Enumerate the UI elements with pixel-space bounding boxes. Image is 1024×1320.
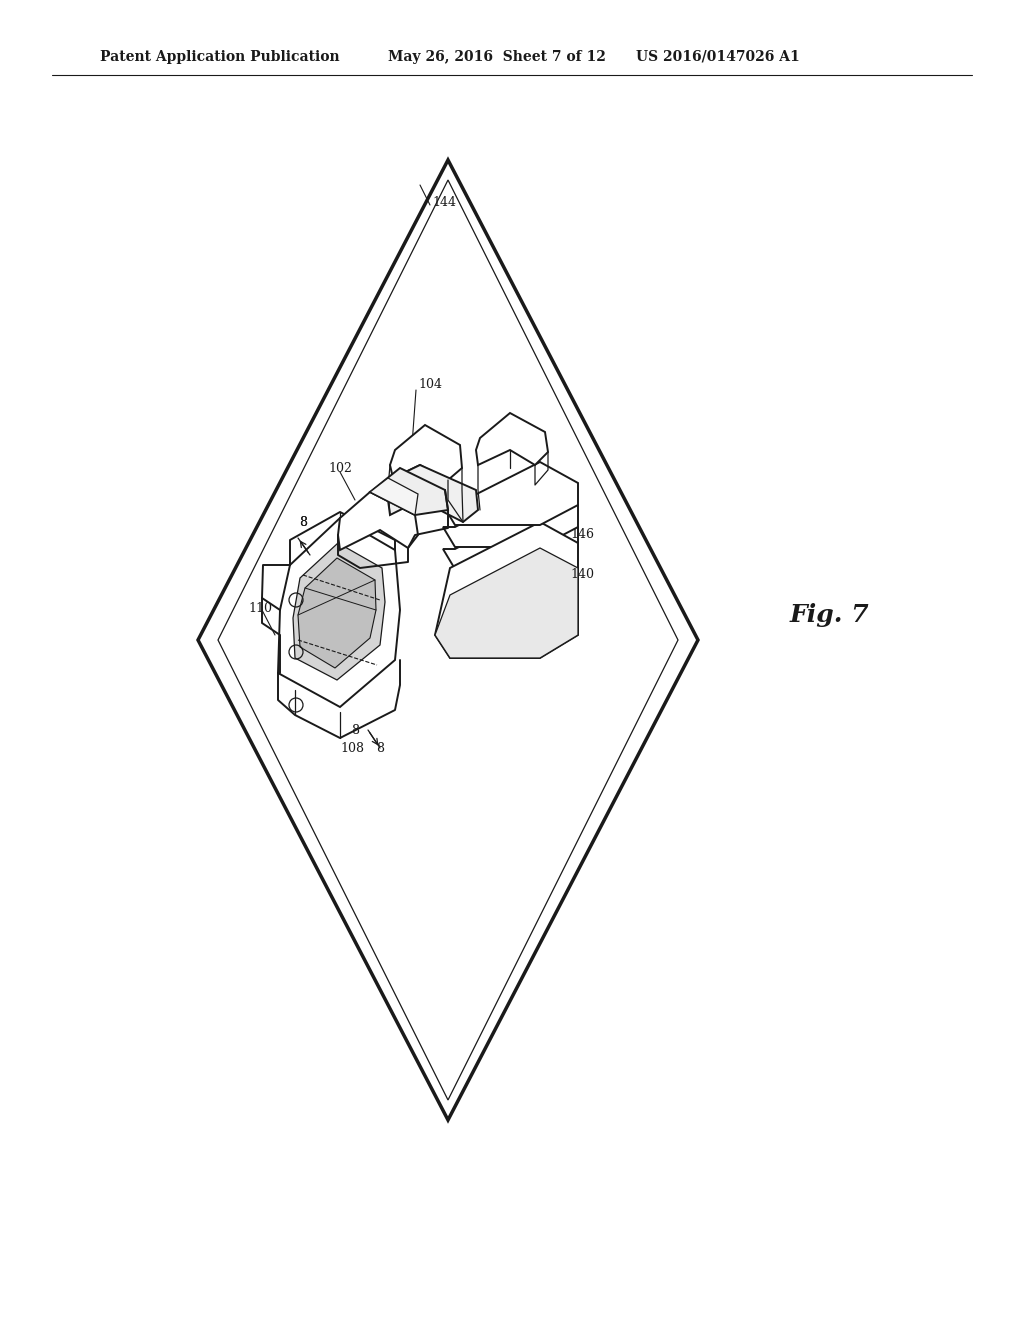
Text: 8: 8 <box>351 723 359 737</box>
Polygon shape <box>476 413 548 465</box>
Polygon shape <box>370 478 418 515</box>
Text: 108: 108 <box>340 742 364 755</box>
Polygon shape <box>298 558 376 668</box>
Text: Fig. 7: Fig. 7 <box>790 603 869 627</box>
Polygon shape <box>435 548 578 657</box>
Polygon shape <box>443 506 578 569</box>
Text: 144: 144 <box>432 195 456 209</box>
Polygon shape <box>338 492 418 550</box>
Text: 8: 8 <box>376 742 384 755</box>
Text: Patent Application Publication: Patent Application Publication <box>100 50 340 63</box>
Text: 110: 110 <box>248 602 272 615</box>
Text: 8: 8 <box>299 516 307 529</box>
Polygon shape <box>198 160 698 1119</box>
Polygon shape <box>218 180 678 1100</box>
Polygon shape <box>435 521 578 657</box>
Polygon shape <box>388 465 478 521</box>
Text: 102: 102 <box>328 462 352 474</box>
Text: May 26, 2016  Sheet 7 of 12: May 26, 2016 Sheet 7 of 12 <box>388 50 606 63</box>
Text: 8: 8 <box>299 516 307 529</box>
Text: 104: 104 <box>418 379 442 392</box>
Polygon shape <box>443 484 578 546</box>
Polygon shape <box>278 517 400 708</box>
Polygon shape <box>370 469 449 515</box>
Text: 146: 146 <box>570 528 594 541</box>
Text: 140: 140 <box>570 569 594 582</box>
Polygon shape <box>293 543 385 680</box>
Text: US 2016/0147026 A1: US 2016/0147026 A1 <box>636 50 800 63</box>
Polygon shape <box>390 425 462 480</box>
Polygon shape <box>443 462 578 525</box>
